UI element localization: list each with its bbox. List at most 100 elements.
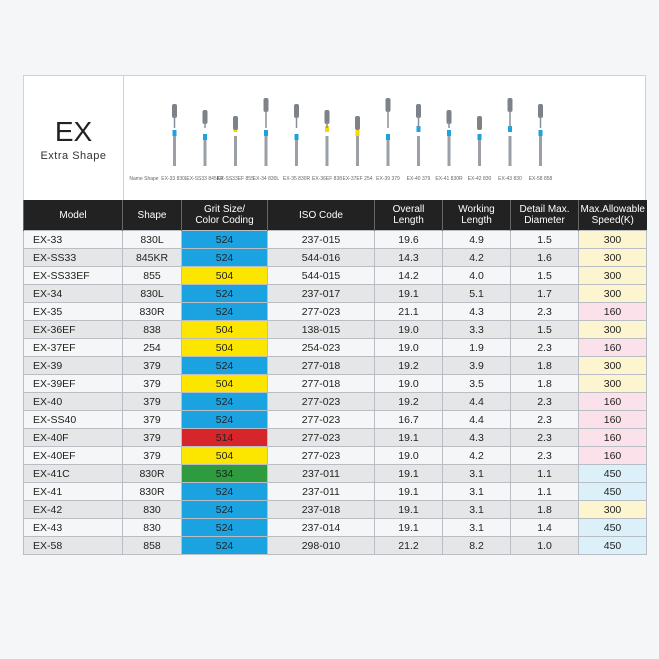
table-cell: 830 (122, 500, 182, 519)
tool-label: EX-39 379 (376, 176, 400, 182)
table-cell: 4.4 (442, 392, 511, 411)
header-row: Model Shape Grit Size/ Color Coding ISO Cod… (23, 200, 647, 231)
table-row: EX-41C 830R 534 237-011 19.1 3.1 1.1 450 (23, 464, 647, 483)
tool-label: EX-42 830 (468, 176, 492, 182)
bur-head (385, 98, 391, 112)
table-row: EX-42 830 524 237-018 19.1 3.1 1.8 300 (23, 500, 647, 519)
table-cell: 4.9 (442, 230, 511, 249)
column-header: Max.Allowable Speed(K) (578, 200, 647, 231)
table-cell: 3.9 (442, 356, 511, 375)
table-cell: 277-023 (267, 446, 375, 465)
table-row: EX-33 830L 524 237-015 19.6 4.9 1.5 300 (23, 230, 647, 249)
bur-head (538, 104, 543, 118)
color-band (508, 126, 512, 132)
table-cell: 300 (578, 266, 647, 285)
table-cell: 379 (122, 446, 182, 465)
table-cell: 277-023 (267, 392, 375, 411)
table-cell: 504 (181, 320, 268, 339)
bur-head (263, 98, 269, 112)
table-cell: 544-015 (267, 266, 375, 285)
table-cell: 19.6 (374, 230, 443, 249)
table-cell: 298-010 (267, 536, 375, 555)
table-cell: 8.2 (442, 536, 511, 555)
table-cell: 300 (578, 230, 647, 249)
tool-label: EX-41 830R (435, 176, 463, 182)
table-row: EX-34 830L 524 237-017 19.1 5.1 1.7 300 (23, 284, 647, 303)
table-cell: 14.3 (374, 248, 443, 267)
table-cell: 1.5 (510, 266, 579, 285)
table-cell: 830R (122, 464, 182, 483)
table-cell: 19.0 (374, 374, 443, 393)
table-cell: 858 (122, 536, 182, 555)
tool-label: EX-35 830R (283, 176, 311, 182)
table-cell: 1.1 (510, 482, 579, 501)
table-cell: 504 (181, 374, 268, 393)
table-cell: 1.5 (510, 320, 579, 339)
table-cell: 3.1 (442, 482, 511, 501)
table-cell: 300 (578, 374, 647, 393)
table-cell: 19.1 (374, 428, 443, 447)
bur-head (416, 104, 421, 118)
table-cell: 830L (122, 230, 182, 249)
table-cell: 2.3 (510, 446, 579, 465)
table-cell: 300 (578, 284, 647, 303)
table-cell: 3.1 (442, 500, 511, 519)
table-cell: 524 (181, 518, 268, 537)
table-cell: EX-43 (23, 518, 123, 537)
table-cell: 160 (578, 446, 647, 465)
table-body: EX-33 830L 524 237-015 19.6 4.9 1.5 300 EX-SS33 8… (23, 230, 647, 555)
table-cell: EX-40F (23, 428, 123, 447)
table-cell: 19.0 (374, 320, 443, 339)
table-cell: 300 (578, 500, 647, 519)
table-cell: 5.1 (442, 284, 511, 303)
color-band (203, 134, 207, 140)
table-cell: 19.0 (374, 446, 443, 465)
table-cell: 838 (122, 320, 182, 339)
table-cell: 524 (181, 302, 268, 321)
table-cell: 237-014 (267, 518, 375, 537)
color-band (447, 130, 451, 136)
title: EX (54, 116, 93, 147)
table-cell: 160 (578, 428, 647, 447)
table-cell: 237-015 (267, 230, 375, 249)
table-cell: 504 (181, 266, 268, 285)
table-cell: 160 (578, 392, 647, 411)
table-row: EX-43 830 524 237-014 19.1 3.1 1.4 450 (23, 518, 647, 537)
table-cell: 3.1 (442, 518, 511, 537)
table-cell: 2.3 (510, 302, 579, 321)
table-cell: 504 (181, 338, 268, 357)
table-cell: 2.3 (510, 392, 579, 411)
table-cell: EX-37EF (23, 338, 123, 357)
table-cell: 19.2 (374, 356, 443, 375)
tool-label: EX-58 858 (529, 176, 553, 182)
table-cell: 1.7 (510, 284, 579, 303)
table-row: EX-39EF 379 504 277-018 19.0 3.5 1.8 300 (23, 374, 647, 393)
table-cell: 2.3 (510, 338, 579, 357)
spec-table: Model Shape Grit Size/ Color Coding ISO Cod… (23, 200, 647, 555)
table-cell: EX-33 (23, 230, 123, 249)
table-cell: 1.1 (510, 464, 579, 483)
table-cell: 237-011 (267, 464, 375, 483)
table-cell: 830R (122, 302, 182, 321)
table-cell: 19.0 (374, 338, 443, 357)
tool-label: EX-SS33EF 855 (217, 176, 254, 182)
tool-label: Name Shape (129, 176, 158, 182)
table-cell: 2.3 (510, 428, 579, 447)
table-cell: 4.2 (442, 248, 511, 267)
table-cell: EX-40EF (23, 446, 123, 465)
tool-label: EX-43 830 (498, 176, 522, 182)
column-header: Model (23, 200, 123, 231)
tool-label: EX-40 379 (407, 176, 431, 182)
table-cell: 450 (578, 482, 647, 501)
table-row: EX-SS33 845KR 524 544-016 14.3 4.2 1.6 300 (23, 248, 647, 267)
tool-label: EX-33 830L (161, 176, 188, 182)
table-row: EX-SS40 379 524 277-023 16.7 4.4 2.3 160 (23, 410, 647, 429)
column-header: Shape (122, 200, 182, 231)
table-cell: EX-58 (23, 536, 123, 555)
table-cell: 1.8 (510, 500, 579, 519)
table-cell: 379 (122, 410, 182, 429)
column-header: Working Length (442, 200, 511, 231)
table-cell: 254 (122, 338, 182, 357)
table-cell: 19.1 (374, 518, 443, 537)
